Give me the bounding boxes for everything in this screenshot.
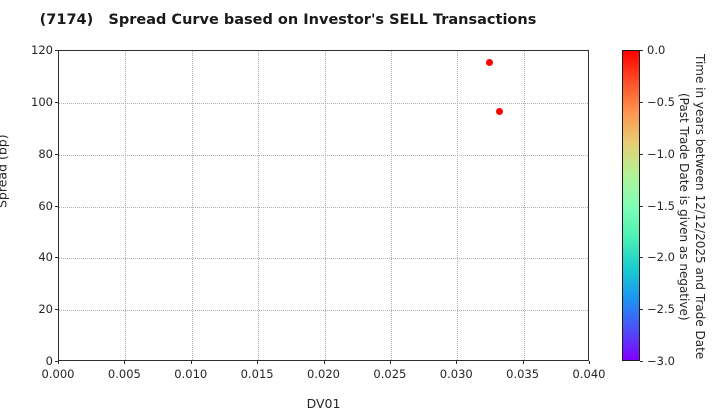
colorbar-tick-mark [640,257,643,259]
gridline-horizontal [59,154,588,156]
y-tick-mark [55,101,58,103]
gridline-horizontal [59,206,588,208]
x-tick-mark [124,361,126,364]
scatter-point [496,108,504,116]
gridline-vertical [390,51,392,360]
x-tick-mark [389,361,391,364]
x-tick-mark [323,361,325,364]
colorbar-tick-label: −1.0 [647,146,675,161]
x-tick-mark [58,361,59,364]
colorbar-gradient [622,50,640,361]
y-tick-label: 0 [45,354,53,368]
colorbar-tick-mark [640,50,643,51]
colorbar-tick-label: −3.0 [647,354,675,368]
gridline-vertical [324,51,326,360]
colorbar-tick-mark [640,205,643,207]
gridline-horizontal [59,258,588,260]
y-tick-mark [55,257,58,259]
x-tick-label: 0.015 [240,367,274,381]
x-tick-mark [190,361,192,364]
chart-title: (7174) Spread Curve based on Investor's … [39,12,537,28]
x-tick-label: 0.030 [439,367,473,381]
x-axis-label: DV01 [306,396,341,411]
x-tick-mark [522,361,524,364]
y-tick-label: 100 [31,94,53,109]
colorbar-label: Time in years between 12/12/2025 and Tra… [677,54,707,360]
colorbar-tick-mark [640,153,643,155]
x-tick-mark [257,361,259,364]
colorbar-tick-label: 0.0 [647,43,666,57]
gridline-horizontal [59,310,588,312]
y-tick-label: 60 [38,198,53,213]
y-tick-label: 120 [31,43,53,57]
colorbar-tick-label: −0.5 [647,94,675,109]
colorbar-tick-mark [640,309,643,311]
y-tick-label: 80 [38,146,53,161]
gridline-vertical [523,51,525,360]
gridline-vertical [258,51,260,360]
colorbar-tick-label: −2.5 [647,302,675,317]
y-tick-label: 20 [38,302,53,317]
x-tick-mark [589,361,590,364]
x-tick-mark [456,361,458,364]
y-tick-mark [55,205,58,207]
gridline-horizontal [59,102,588,104]
y-tick-mark [55,153,58,155]
colorbar-tick-mark [640,101,643,103]
y-tick-mark [55,50,58,51]
x-tick-label: 0.025 [373,367,407,381]
colorbar-tick-mark [640,361,643,362]
y-tick-mark [55,309,58,311]
x-tick-label: 0.000 [41,367,75,381]
plot-area [58,50,589,361]
x-tick-label: 0.020 [307,367,340,381]
colorbar-tick-label: −2.0 [647,250,675,265]
y-tick-label: 40 [38,250,53,265]
gridline-vertical [191,51,193,360]
y-axis-label-text: Spread (bp) [0,134,10,208]
colorbar-tick-label: −1.5 [647,198,675,213]
x-tick-label: 0.040 [572,367,606,381]
x-tick-label: 0.035 [506,367,540,381]
scatter-point [485,59,493,67]
gridline-vertical [125,51,127,360]
gridline-vertical [457,51,459,360]
x-tick-label: 0.005 [107,367,141,381]
x-tick-label: 0.010 [174,367,208,381]
y-tick-mark [55,361,58,362]
